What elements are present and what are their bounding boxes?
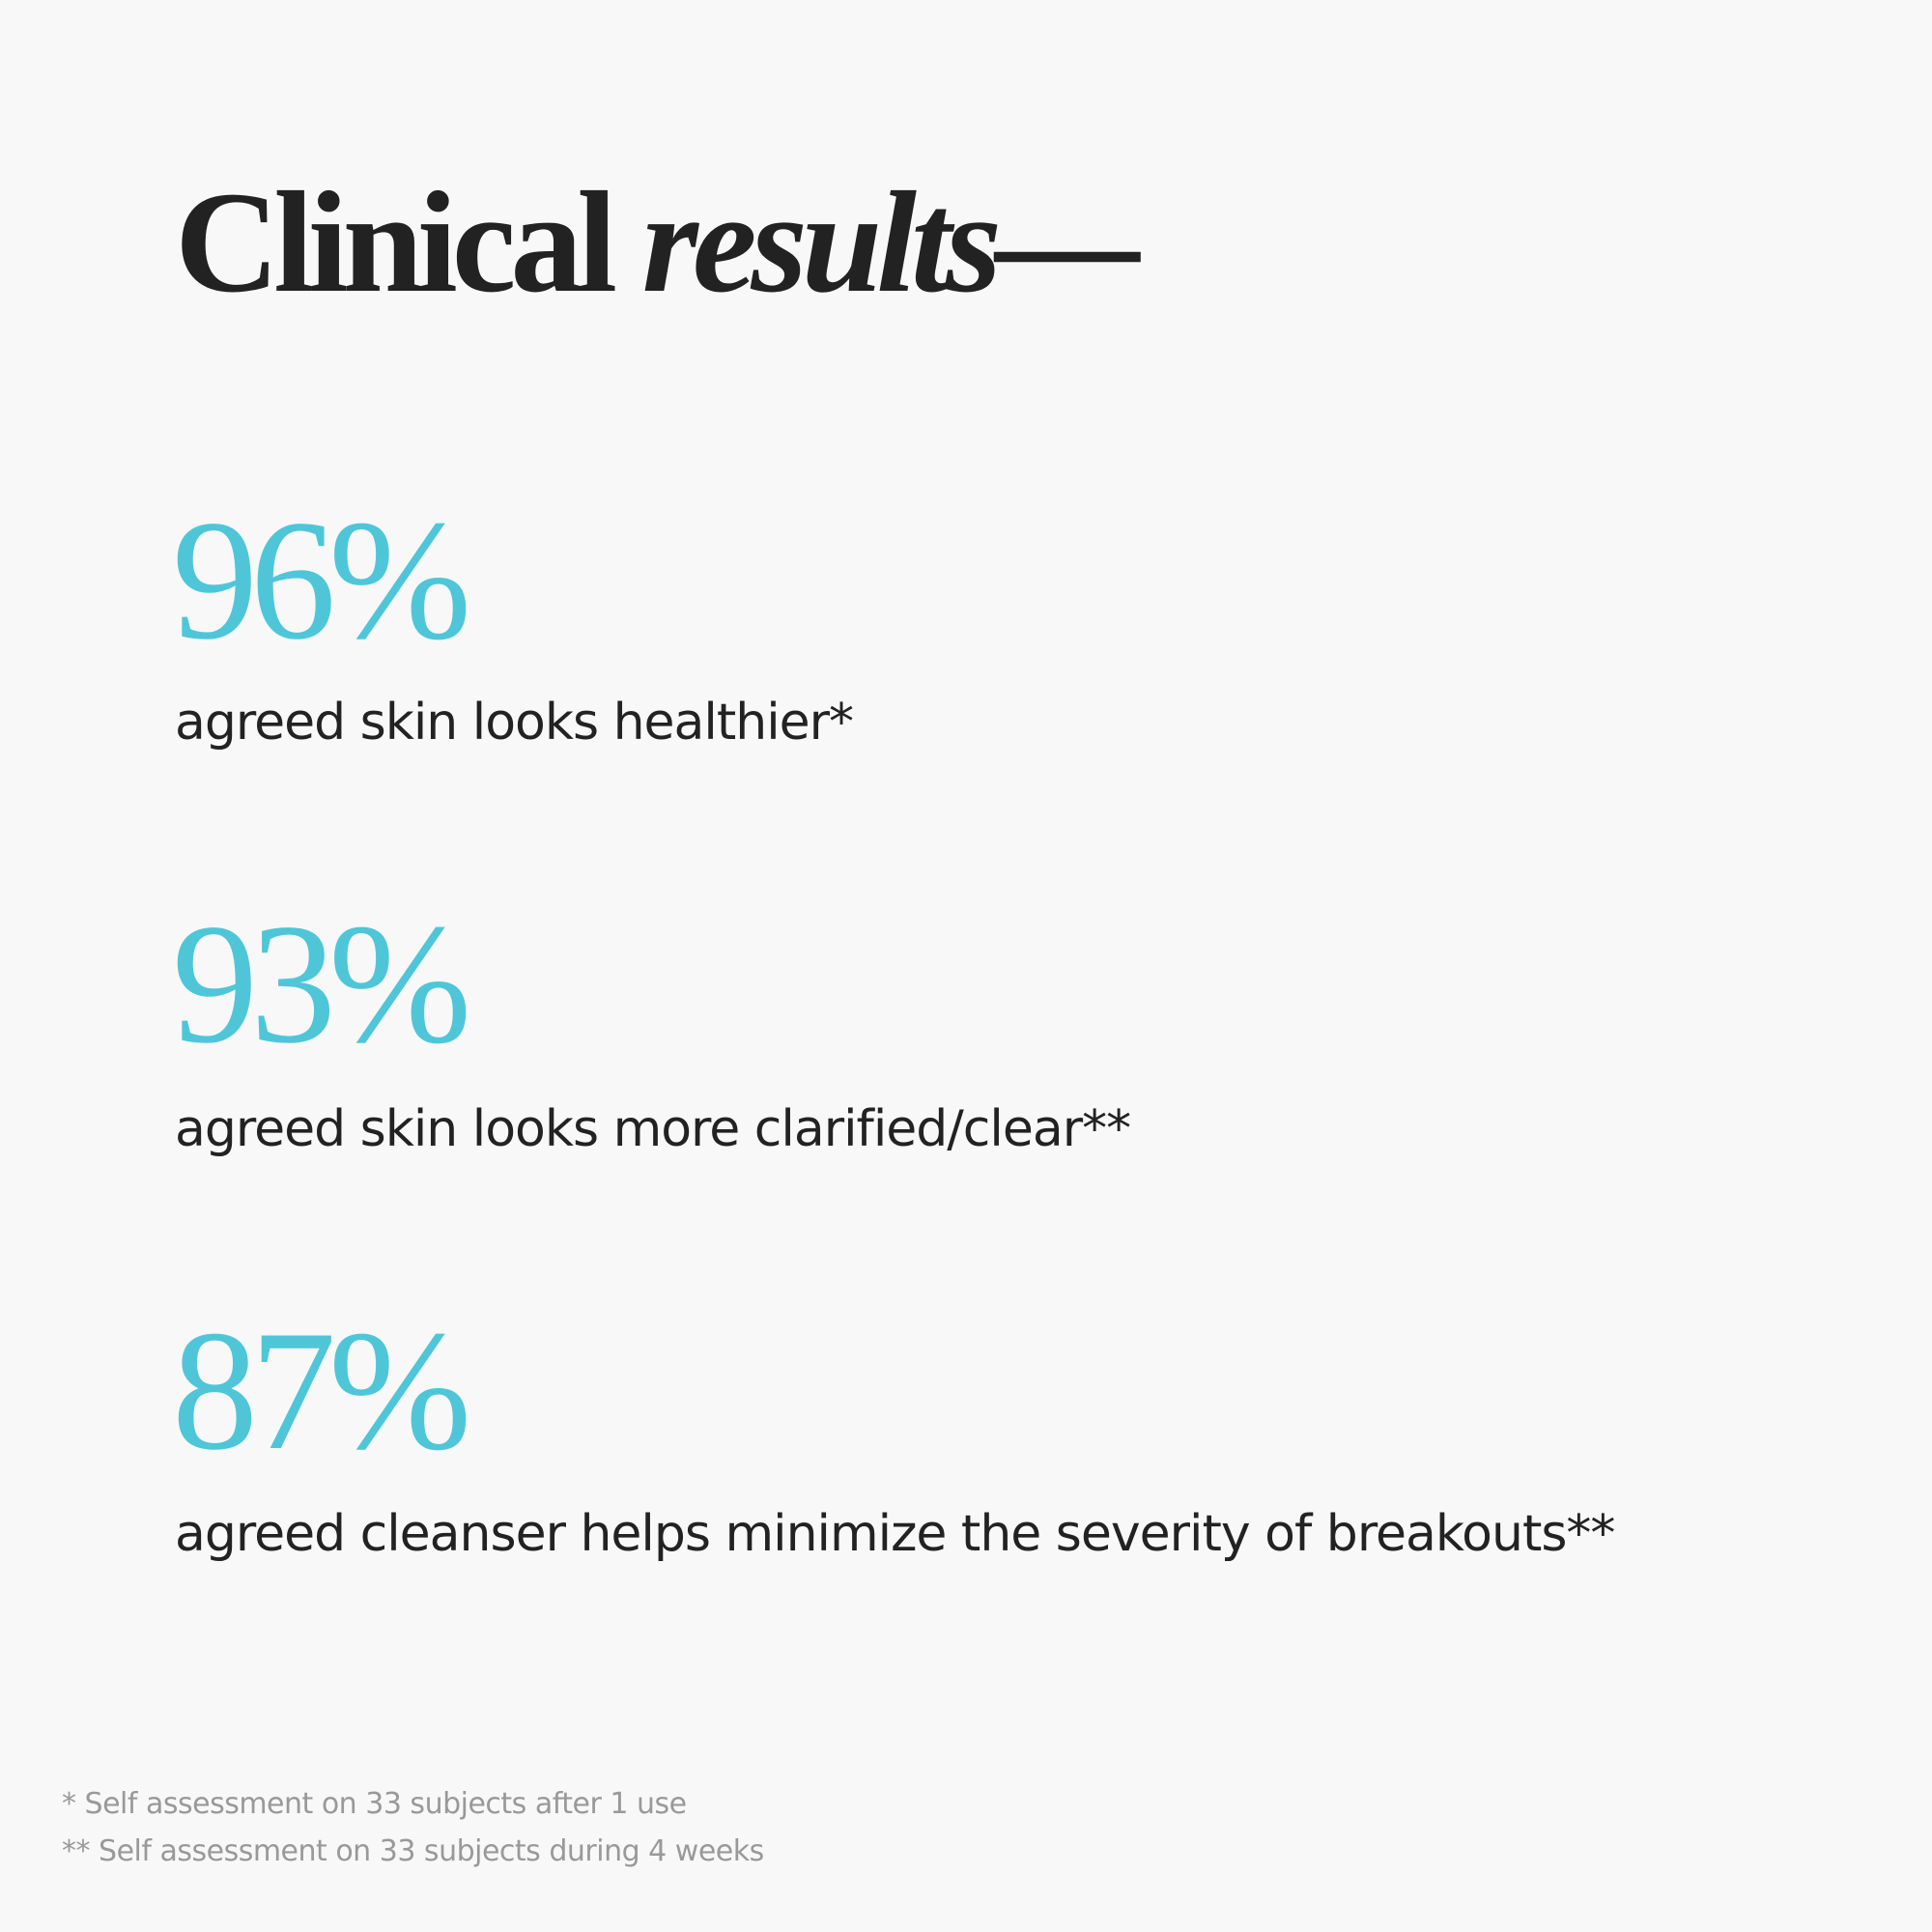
stat-description: agreed cleanser helps minimize the sever…	[175, 1505, 1615, 1563]
title-regular: Clinical	[175, 162, 617, 323]
stat-value: 87%	[172, 1294, 471, 1486]
title-italic: results—	[641, 162, 1141, 323]
stat-value: 96%	[172, 484, 471, 675]
footnote: ** Self assessment on 33 subjects during…	[62, 1834, 764, 1868]
stat-description: agreed skin looks more clarified/clear**	[175, 1100, 1131, 1158]
stat-description: agreed skin looks healthier*	[175, 694, 854, 752]
title: Clinical results—	[175, 170, 1141, 315]
stat-value: 93%	[172, 888, 471, 1079]
footnote: * Self assessment on 33 subjects after 1…	[62, 1787, 687, 1821]
